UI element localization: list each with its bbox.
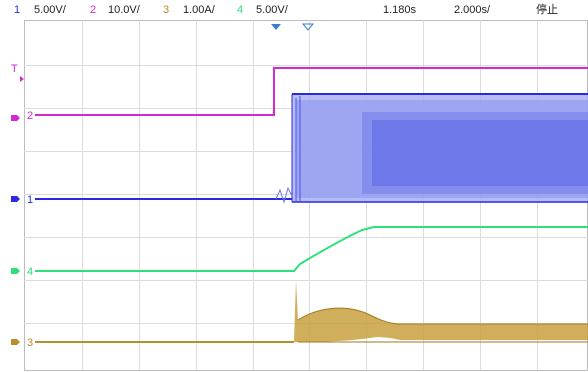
ch2-marker-label[interactable]: 2 <box>27 110 33 122</box>
ch1-marker-label[interactable]: 1 <box>27 194 33 206</box>
ch3-ground-marker-icon[interactable] <box>11 339 20 345</box>
ch1-number[interactable]: 1 <box>14 4 21 16</box>
scope-status-bar: 1 5.00V/ 2 10.0V/ 3 1.00A/ 4 5.00V/ 1.18… <box>0 0 588 20</box>
ch3-scale[interactable]: 1.00A/ <box>183 4 215 16</box>
ch3-marker-label[interactable]: 3 <box>27 337 33 349</box>
trigger-position-readout[interactable]: 1.180s <box>383 4 417 16</box>
channel-markers: T 2 1 4 3 <box>11 63 33 349</box>
ch3-waveform <box>35 280 588 343</box>
run-stop-status[interactable]: 停止 <box>536 4 558 16</box>
ch4-number[interactable]: 4 <box>237 4 244 16</box>
ch2-number[interactable]: 2 <box>90 4 97 16</box>
timebase-readout[interactable]: 2.000s/ <box>454 4 491 16</box>
trigger-level-marker[interactable]: T <box>11 63 18 75</box>
ch4-waveform <box>35 226 588 272</box>
ch4-marker-label[interactable]: 4 <box>27 266 33 278</box>
ch2-scale[interactable]: 10.0V/ <box>108 4 140 16</box>
time-reference-marker-icon[interactable] <box>301 23 315 31</box>
ch1-scale[interactable]: 5.00V/ <box>34 4 66 16</box>
ch2-ground-marker-icon[interactable] <box>11 115 20 121</box>
trigger-position-marker-icon[interactable] <box>271 24 281 30</box>
waveform-display[interactable]: T 2 1 4 3 <box>0 20 588 372</box>
ch2-waveform <box>35 67 588 116</box>
ch4-scale[interactable]: 5.00V/ <box>256 4 288 16</box>
trigger-level-arrow-icon[interactable] <box>20 76 24 82</box>
ch1-waveform <box>35 93 588 204</box>
ch1-ground-marker-icon[interactable] <box>11 196 20 202</box>
ch3-number[interactable]: 3 <box>163 4 170 16</box>
waveform-canvas[interactable]: T 2 1 4 3 <box>0 20 588 372</box>
ch4-ground-marker-icon[interactable] <box>11 268 20 274</box>
graticule-grid <box>24 20 588 370</box>
